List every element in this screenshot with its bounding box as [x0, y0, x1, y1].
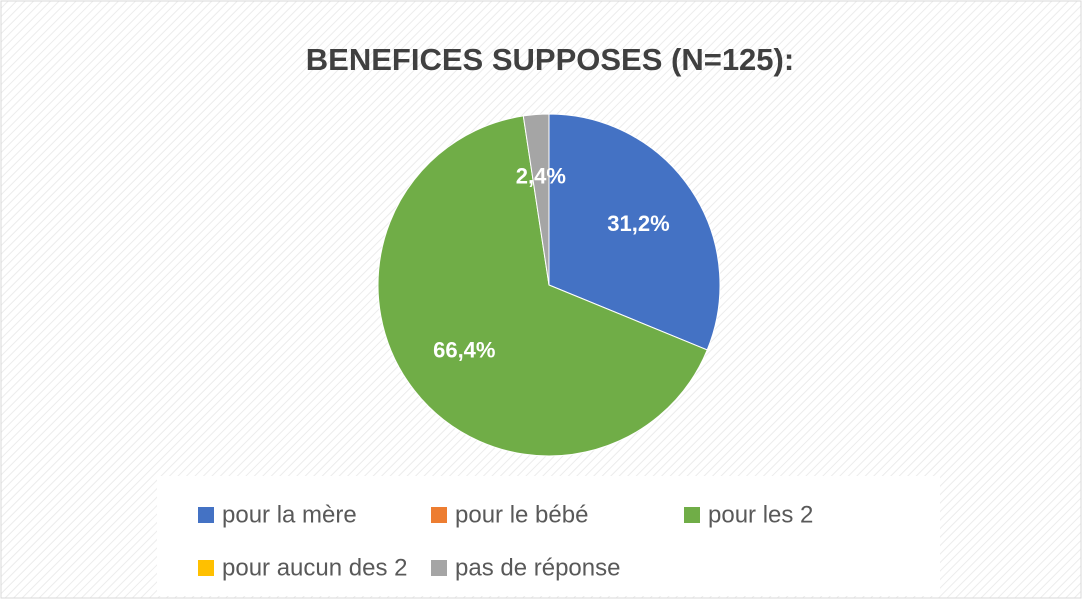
- legend-marker: [431, 507, 447, 523]
- legend-marker: [198, 507, 214, 523]
- pie-slice: [522, 113, 550, 286]
- data-label: 31,2%: [607, 211, 669, 236]
- data-label: 66,4%: [433, 337, 495, 362]
- legend-label: pour les 2: [708, 501, 813, 528]
- legend-label: pas de réponse: [455, 554, 620, 581]
- data-label: 2,4%: [516, 163, 566, 188]
- legend-marker: [684, 507, 700, 523]
- legend-marker: [431, 560, 447, 576]
- legend-label: pour aucun des 2: [222, 554, 407, 581]
- legend-label: pour le bébé: [455, 501, 588, 528]
- pie-slice: [377, 115, 708, 457]
- pie-slice: [548, 113, 721, 351]
- chart-title: BENEFICES SUPPOSES (N=125):: [306, 42, 794, 77]
- legend: [157, 476, 940, 596]
- legend-marker: [198, 560, 214, 576]
- legend-label: pour la mère: [222, 501, 357, 528]
